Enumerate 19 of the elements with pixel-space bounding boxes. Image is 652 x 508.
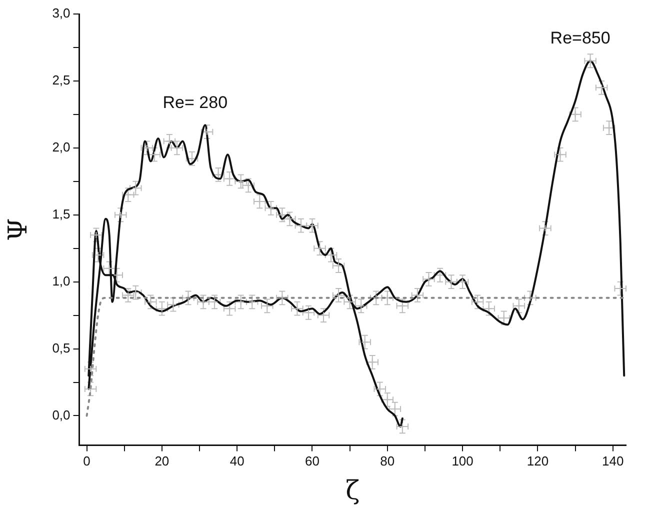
y-tick-label: 3,0 [52, 6, 70, 21]
y-tick-label: 0,0 [52, 407, 70, 422]
y-tick-label: 2,5 [52, 72, 70, 88]
x-tick-label: 100 [452, 454, 474, 469]
x-tick-label: 40 [230, 454, 244, 469]
series-label: Re=850 [550, 28, 610, 48]
y-tick-label: 0,5 [52, 340, 70, 356]
x-tick-label: 80 [380, 454, 395, 469]
x-tick-label: 120 [526, 454, 549, 469]
x-tick-label: 60 [305, 454, 320, 469]
y-tick-label: 1,0 [52, 273, 70, 288]
x-tick-label: 20 [154, 454, 170, 469]
x-tick-label: 0 [83, 454, 90, 469]
x-tick-label: 140 [602, 454, 624, 469]
y-axis-title: Ψ [3, 218, 34, 242]
x-axis-title: ζ [346, 476, 360, 506]
y-tick-label: 2,0 [52, 139, 70, 154]
y-tick-label: 1,5 [52, 206, 70, 222]
series-label: Re= 280 [162, 92, 228, 112]
